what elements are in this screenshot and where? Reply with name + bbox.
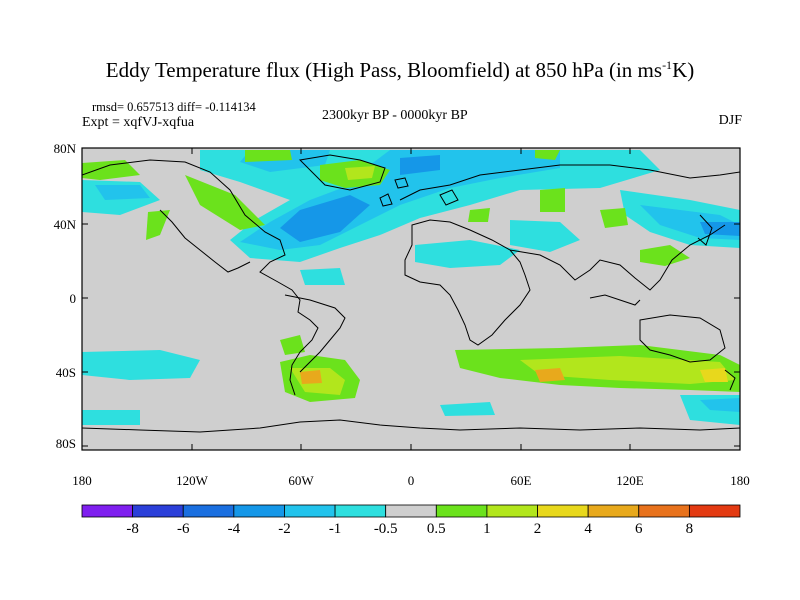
colorbar-label-4: -1 — [328, 521, 342, 537]
colorbar-box-6 — [385, 504, 437, 518]
lat-label-40n: 40N — [53, 217, 76, 232]
lon-label-180w: 180 — [72, 473, 92, 488]
colorbar-box-10 — [587, 504, 640, 518]
colorbar-label-8: 2 — [533, 521, 542, 537]
plot-title: Eddy Temperature flux (High Pass, Bloomf… — [105, 58, 695, 82]
colorbar-label-6: 0.5 — [426, 521, 446, 537]
lat-label-80n: 80N — [53, 141, 76, 156]
colorbar-box-2 — [182, 504, 235, 518]
colorbar-box-9 — [537, 504, 589, 518]
experiment-label: Expt = xqfVJ-xqfua — [82, 115, 195, 130]
colorbar-label-2: -4 — [227, 521, 241, 537]
colorbar-box-4 — [284, 504, 336, 518]
map-ticks — [81, 147, 741, 450]
colorbar-box-3 — [233, 504, 285, 518]
lat-label-0: 0 — [69, 291, 77, 306]
lon-label-120w: 120W — [176, 473, 208, 488]
lon-label-120e: 120E — [616, 473, 644, 488]
colorbar-box-0 — [81, 504, 134, 518]
colorbar-box-7 — [435, 504, 488, 518]
anomaly-south-pacific — [82, 350, 200, 380]
stats-text: rmsd= 0.657513 diff= -0.114134 — [92, 100, 256, 114]
lat-label-80s: 80S — [55, 436, 76, 451]
anomaly-south-america — [280, 335, 360, 402]
coastlines — [82, 154, 740, 433]
anomaly-greenland — [320, 150, 560, 188]
lon-label-0: 0 — [407, 473, 415, 488]
colorbar-box-1 — [132, 504, 184, 518]
colorbar-box-12 — [688, 504, 741, 518]
colorbar-label-3: -2 — [278, 521, 291, 537]
anomaly-southern-ocean — [455, 345, 740, 425]
colorbar-label-10: 6 — [635, 521, 643, 537]
colorbar-label-7: 1 — [483, 521, 491, 537]
lat-label-40s: 40S — [55, 365, 76, 380]
colorbar-label-1: -6 — [176, 521, 190, 537]
anomaly-alaska — [82, 160, 140, 180]
lon-label-180e: 180 — [730, 473, 750, 488]
anomaly-canada — [185, 175, 265, 230]
colorbar-box-8 — [486, 504, 538, 518]
colorbar-box-5 — [334, 504, 387, 518]
colorbar-box-11 — [638, 504, 690, 518]
season-label: DJF — [718, 113, 742, 128]
lon-label-60w: 60W — [288, 473, 314, 488]
colorbar-label-9: 4 — [584, 521, 592, 537]
colorbar-label-5: -0.5 — [373, 521, 398, 537]
lon-label-60e: 60E — [510, 473, 532, 488]
period-label: 2300kyr BP - 0000kyr BP — [322, 108, 468, 123]
colorbar-label-0: -8 — [126, 521, 139, 537]
colorbar-label-11: 8 — [685, 521, 694, 537]
